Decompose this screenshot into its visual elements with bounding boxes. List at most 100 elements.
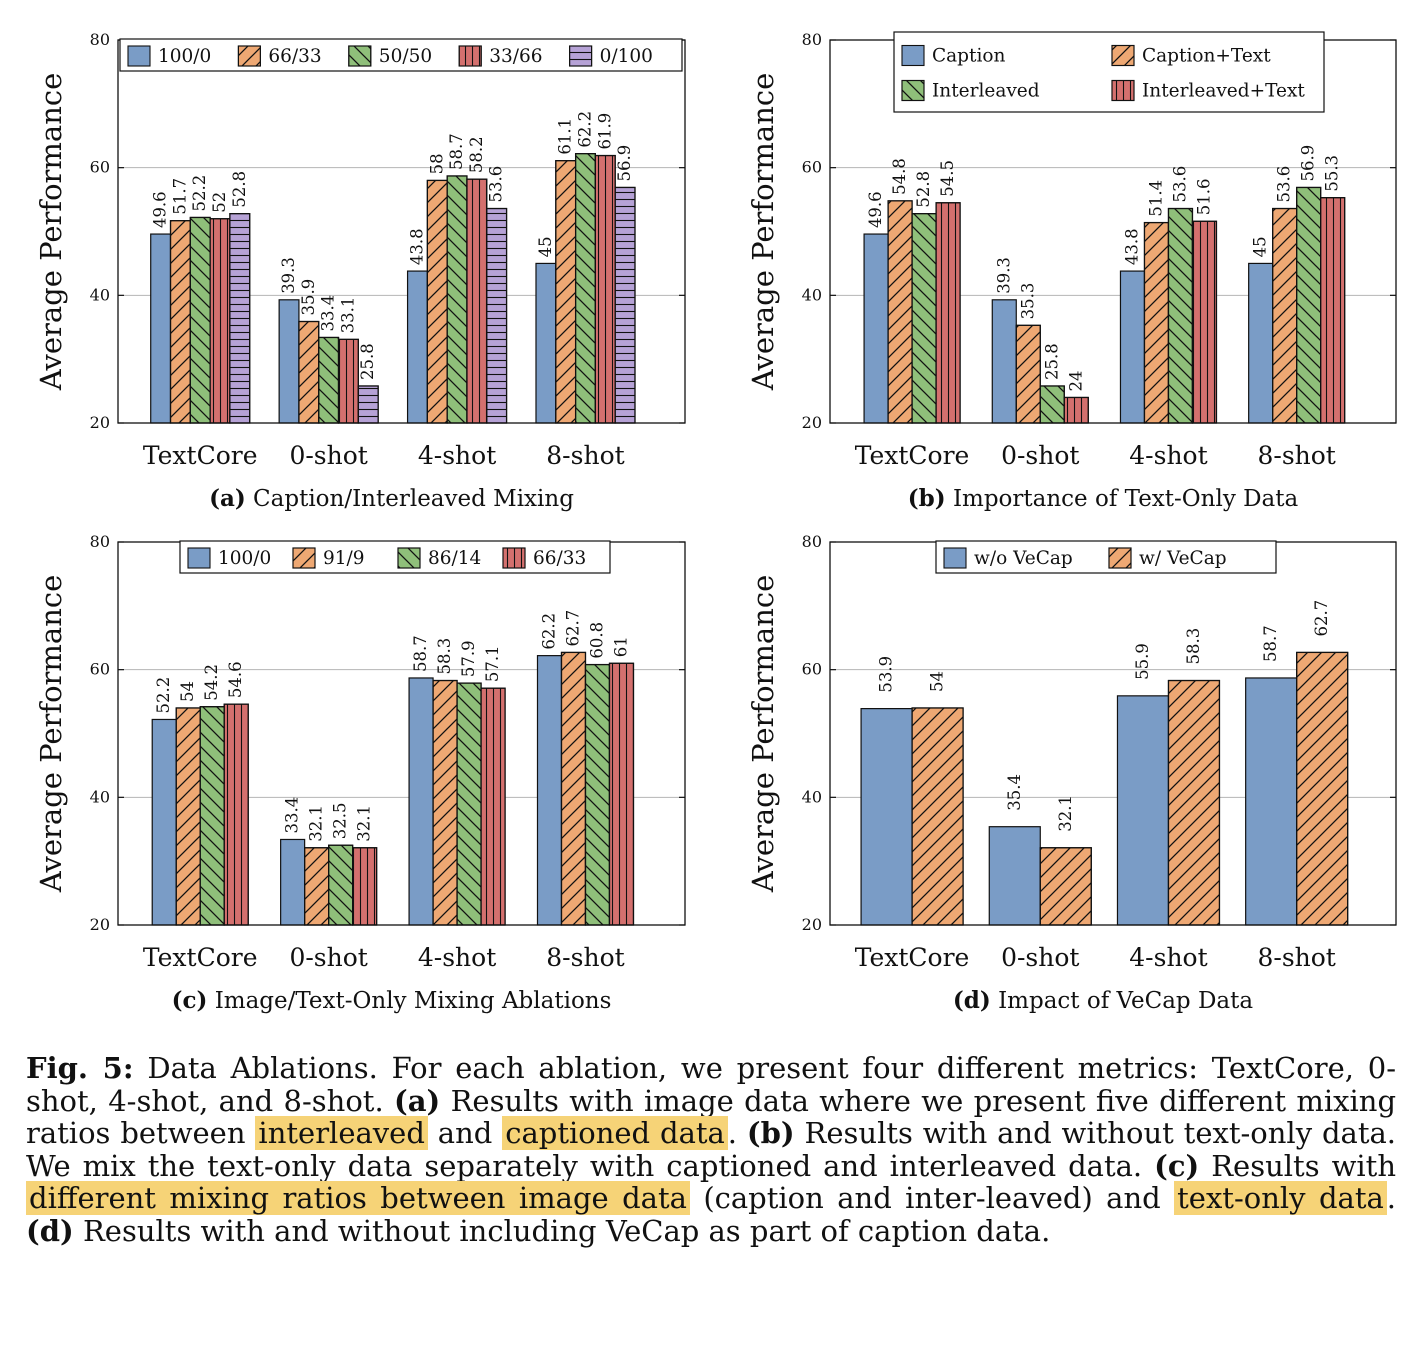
bar-hatch <box>594 154 616 424</box>
data-label: 32.1 <box>355 805 374 842</box>
x-tick-label: TextCore <box>143 943 258 972</box>
bar-hatch <box>337 338 359 424</box>
bar <box>1116 695 1170 926</box>
legend-swatch-hatch <box>901 79 925 102</box>
y-tick-label: 40 <box>802 285 822 304</box>
data-label: 33.4 <box>319 295 338 332</box>
bar-hatch <box>1015 324 1041 424</box>
data-label: 24 <box>1066 370 1085 391</box>
data-label: 58.3 <box>435 638 454 675</box>
data-label: 39.3 <box>279 257 298 294</box>
y-tick-label: 20 <box>802 413 822 432</box>
data-label: 39.3 <box>994 257 1013 294</box>
bar-hatch <box>175 707 201 926</box>
x-tick-label: 0-shot <box>289 943 367 972</box>
data-label: 35.4 <box>1005 774 1024 811</box>
data-label: 58.3 <box>1184 628 1203 665</box>
panel-caption-text: Caption/Interleaved Mixing <box>253 486 574 512</box>
bar-hatch <box>1063 396 1089 424</box>
y-tick-label: 80 <box>90 30 110 49</box>
data-label: 33.4 <box>283 797 302 834</box>
legend-swatch-hatch <box>1111 44 1135 67</box>
data-label: 43.8 <box>1122 228 1141 265</box>
x-tick-label: TextCore <box>855 441 970 470</box>
data-label: 58.2 <box>467 136 486 173</box>
data-label: 45 <box>1251 236 1270 257</box>
data-label: 53.9 <box>877 656 896 693</box>
data-label: 58.7 <box>447 133 466 170</box>
x-tick-label: 4-shot <box>1129 943 1207 972</box>
bar-hatch <box>1320 197 1346 424</box>
caption-text: Data Ablations. For each ablation, we pr… <box>26 1051 1396 1118</box>
data-label: 60.8 <box>587 622 606 659</box>
y-tick-label: 80 <box>802 30 822 49</box>
bar-hatch <box>456 682 482 926</box>
figure-caption-body: Data Ablations. For each ablation, we pr… <box>26 1051 1396 1248</box>
data-label: 62.2 <box>539 613 558 650</box>
chart-panel-d: 53.9 54 TextCore 35.4 32.1 0-shot 55.9 58.3 4-sh… <box>746 532 1397 1014</box>
x-tick-label: 8-shot <box>1257 441 1335 470</box>
bar-hatch <box>1191 220 1218 424</box>
data-label: 52.8 <box>914 171 933 208</box>
data-label: 57.9 <box>459 640 478 677</box>
bar-hatch <box>584 663 611 926</box>
caption-text: Results with and without including VeCap… <box>73 1213 1051 1248</box>
bar-hatch <box>298 320 320 424</box>
data-label: 54.6 <box>226 661 245 698</box>
legend-label: Caption+Text <box>1142 46 1271 67</box>
data-label: 32.1 <box>307 805 326 842</box>
legend-label: Interleaved+Text <box>1142 81 1305 102</box>
y-tick-label: 60 <box>90 660 110 679</box>
data-label: 45 <box>536 236 555 257</box>
caption-text: and <box>427 1116 503 1151</box>
data-label: 35.3 <box>1018 283 1037 320</box>
data-label: 25.8 <box>1042 343 1061 380</box>
data-label: 43.8 <box>407 228 426 265</box>
legend-label: 86/14 <box>428 548 481 569</box>
caption-highlight: text-only data <box>1174 1181 1387 1216</box>
legend-label: w/ VeCap <box>1139 548 1227 569</box>
data-label: 51.6 <box>1194 179 1213 216</box>
legend-swatch-hatch <box>292 547 316 569</box>
panel-caption: (d) Impact of VeCap Data <box>953 987 1253 1014</box>
data-label: 32.1 <box>1056 795 1075 832</box>
bar-hatch <box>486 207 508 424</box>
bar <box>863 233 889 424</box>
data-label: 54 <box>928 671 947 692</box>
legend-swatch-hatch <box>458 45 482 67</box>
data-label: 35.9 <box>299 279 318 316</box>
x-tick-label: TextCore <box>855 943 970 972</box>
panel-caption-label: (a) <box>209 485 246 512</box>
bar-hatch <box>614 186 636 424</box>
data-label: 52.2 <box>154 677 173 714</box>
data-label: 54 <box>178 681 197 702</box>
legend-swatch <box>187 547 211 569</box>
legend-box <box>893 31 1325 113</box>
data-label: 25.8 <box>358 343 377 380</box>
bar-hatch <box>1167 207 1194 424</box>
legend-label: 100/0 <box>218 548 271 569</box>
y-tick-label: 40 <box>90 787 110 806</box>
bar-hatch <box>608 662 635 926</box>
bar-hatch <box>446 175 468 424</box>
data-label: 58 <box>427 153 446 174</box>
data-label: 53.6 <box>1275 166 1294 203</box>
bar-hatch <box>357 385 379 424</box>
bar <box>408 677 434 926</box>
legend-swatch-hatch <box>1111 79 1135 102</box>
caption-text: . <box>727 1116 747 1151</box>
panel-caption-space <box>991 988 998 1014</box>
bar-hatch <box>169 220 191 424</box>
bar <box>1119 270 1146 424</box>
bar-hatch <box>328 844 354 926</box>
y-axis-label: Average Performance <box>746 575 780 894</box>
x-tick-label: 8-shot <box>1257 943 1335 972</box>
x-tick-label: 8-shot <box>546 943 624 972</box>
bar <box>535 262 557 424</box>
caption-text: (caption and inter-leaved) and <box>689 1181 1175 1216</box>
legend-box <box>935 540 1277 574</box>
panel-caption: (a) Caption/Interleaved Mixing <box>209 485 574 512</box>
x-tick-label: 8-shot <box>546 441 624 470</box>
